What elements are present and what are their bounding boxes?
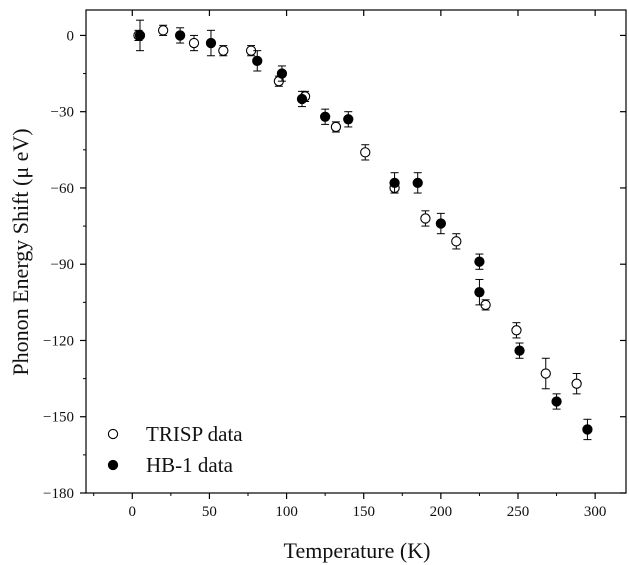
axes-layer: 0 50 100 150 200 250 300 0 −30 −60 −90 −120 −150 −180 xyxy=(43,9,627,520)
data-point xyxy=(276,68,288,79)
x-tick-label: 0 xyxy=(129,504,137,520)
data-point xyxy=(157,25,169,36)
series-hb-1-data xyxy=(134,19,593,441)
x-tick-label: 150 xyxy=(352,504,375,520)
y-tick-label: −150 xyxy=(43,410,74,426)
x-tick-label: 250 xyxy=(507,504,530,520)
legend-marker xyxy=(107,428,119,440)
data-point xyxy=(451,236,462,247)
y-tick-label: −180 xyxy=(43,486,74,502)
data-point xyxy=(360,147,371,158)
x-tick-label: 100 xyxy=(275,504,298,520)
data-layer xyxy=(133,19,593,441)
data-point xyxy=(551,396,562,407)
y-tick-label: −90 xyxy=(51,257,74,273)
x-tick-label: 50 xyxy=(202,504,217,520)
legend-item: HB-1 data xyxy=(107,453,234,477)
y-tick-label: −30 xyxy=(51,105,74,121)
data-point xyxy=(571,378,582,389)
data-point xyxy=(474,256,485,267)
legend-item: TRISP data xyxy=(107,422,243,446)
legend-label: HB-1 data xyxy=(146,453,234,477)
data-point xyxy=(540,368,551,379)
data-point xyxy=(420,213,431,224)
data-point xyxy=(296,93,308,105)
data-point xyxy=(511,325,522,336)
data-point xyxy=(343,114,354,125)
x-axis-title: Temperature (K) xyxy=(284,538,431,563)
data-point xyxy=(319,111,331,122)
legend-label: TRISP data xyxy=(146,422,243,446)
data-point xyxy=(188,37,200,49)
data-point xyxy=(252,55,263,66)
y-tick-label: −60 xyxy=(51,181,74,197)
data-point xyxy=(174,30,186,41)
data-point xyxy=(218,45,229,56)
data-point xyxy=(582,424,593,435)
data-point xyxy=(330,121,342,133)
data-point xyxy=(514,345,525,356)
y-axis-title: Phonon Energy Shift (μ eV) xyxy=(8,128,33,375)
y-tick-label: 0 xyxy=(67,28,75,44)
data-point xyxy=(435,218,447,229)
series-trisp-data xyxy=(133,24,582,395)
data-point xyxy=(474,287,485,298)
legend-marker xyxy=(107,459,119,471)
y-tick-label: −120 xyxy=(43,333,74,349)
legend: TRISP data HB-1 data xyxy=(107,422,243,477)
x-tick-label: 200 xyxy=(430,504,453,520)
data-point xyxy=(134,30,146,41)
x-tick-label: 300 xyxy=(584,504,607,520)
data-point xyxy=(389,177,400,189)
plot-frame xyxy=(85,9,627,494)
data-point xyxy=(412,177,423,189)
data-point xyxy=(205,37,217,49)
